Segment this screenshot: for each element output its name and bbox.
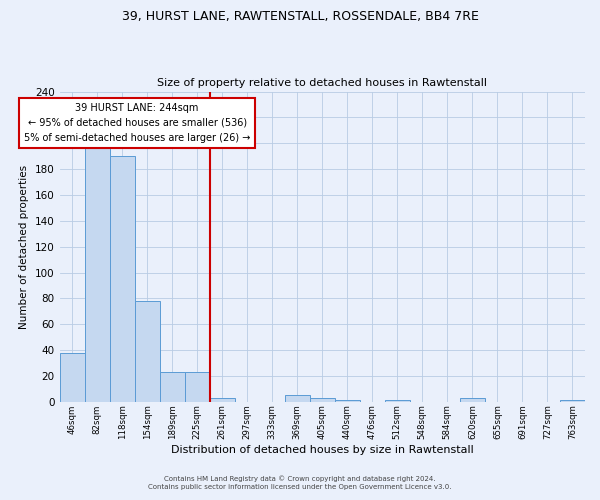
Bar [310, 398, 335, 402]
Bar [185, 372, 209, 402]
Bar [209, 398, 235, 402]
Bar [85, 148, 110, 402]
X-axis label: Distribution of detached houses by size in Rawtenstall: Distribution of detached houses by size … [171, 445, 473, 455]
Text: Contains HM Land Registry data © Crown copyright and database right 2024.
Contai: Contains HM Land Registry data © Crown c… [148, 475, 452, 490]
Bar [560, 400, 585, 402]
Bar [385, 400, 410, 402]
Title: Size of property relative to detached houses in Rawtenstall: Size of property relative to detached ho… [157, 78, 487, 88]
Bar [285, 396, 310, 402]
Bar [460, 398, 485, 402]
Bar [160, 372, 185, 402]
Bar [59, 352, 85, 402]
Bar [110, 156, 134, 402]
Y-axis label: Number of detached properties: Number of detached properties [19, 164, 29, 328]
Text: 39 HURST LANE: 244sqm
← 95% of detached houses are smaller (536)
5% of semi-deta: 39 HURST LANE: 244sqm ← 95% of detached … [24, 103, 250, 143]
Text: 39, HURST LANE, RAWTENSTALL, ROSSENDALE, BB4 7RE: 39, HURST LANE, RAWTENSTALL, ROSSENDALE,… [122, 10, 478, 23]
Bar [335, 400, 360, 402]
Bar [134, 301, 160, 402]
